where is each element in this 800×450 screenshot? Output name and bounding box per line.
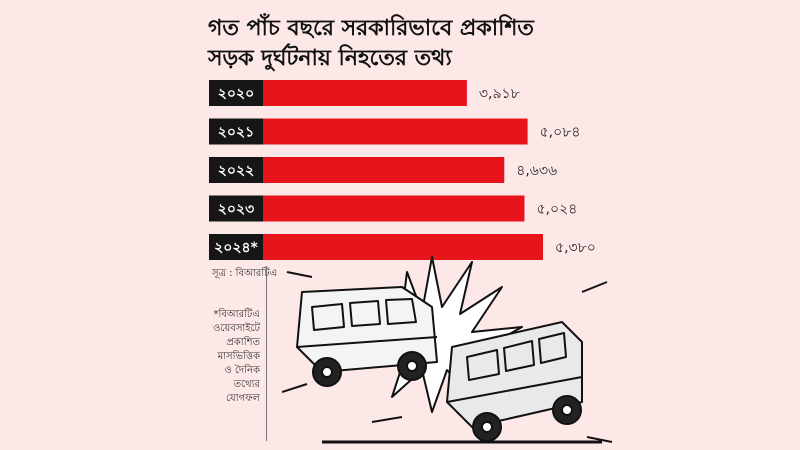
source-note: সূত্র : বিআরটিএ (212, 268, 278, 279)
category-label: ২০২২ (218, 163, 254, 179)
data-label: ৫,০২৪ (536, 202, 577, 218)
footnote: *বিআরটিএ ওয়েবসাইটে প্রকাশিত মাসভিত্তিক … (212, 309, 260, 404)
category-label-bg (209, 195, 263, 222)
category-label: ২০২১ (218, 125, 254, 141)
category-label-bg (209, 118, 263, 145)
data-label: ৫,০৮৪ (540, 125, 581, 141)
category-label-bg (209, 80, 263, 106)
chart-title-line-1: গত পাঁচ বছরে সরকারিভাবে প্রকাশিত (208, 16, 534, 41)
category-label: ২০২৩ (218, 202, 254, 218)
bar (263, 118, 528, 145)
category-label-bg (209, 157, 263, 183)
category-label: ২০২৪* (214, 240, 258, 256)
chart-title-line-2: সড়ক দুর্ঘটনায় নিহতের তথ্য (208, 46, 452, 71)
divider-line (266, 266, 267, 441)
category-label: ২০২০ (218, 86, 254, 102)
category-label-bg (209, 234, 263, 260)
bus-crash-illustration (282, 256, 612, 444)
data-label: ৩,৯১৮ (479, 86, 520, 102)
bar (263, 157, 505, 183)
chart-title: গত পাঁচ বছরে সরকারিভাবে প্রকাশিত সড়ক দু… (208, 14, 628, 74)
bar (263, 80, 467, 106)
data-label: ৪,৬৩৬ (516, 163, 557, 179)
bar-chart: ২০২০ ৩,৯১৮ ২০২১ ৫,০৮৪ ২০২২ ৪,৬৩৬ ২০২৩ ৫,০২৪ ২০২৪… (209, 80, 596, 260)
bar (263, 234, 543, 260)
data-label: ৫,৩৮০ (555, 240, 596, 256)
bar (263, 195, 525, 222)
